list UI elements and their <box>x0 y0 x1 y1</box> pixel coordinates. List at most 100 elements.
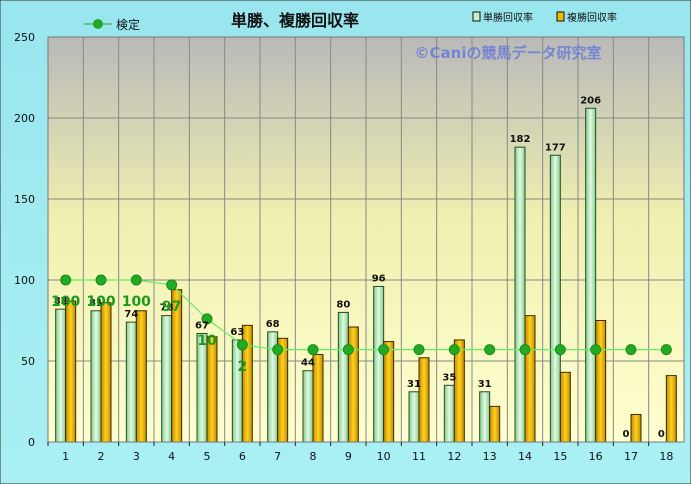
kentei-point <box>378 344 390 356</box>
kentei-point <box>448 344 460 356</box>
kentei-point <box>272 344 284 356</box>
data-label-tansho: 96 <box>372 273 386 284</box>
x-tick-label: 9 <box>345 450 352 463</box>
bar-fukusho <box>489 405 501 443</box>
x-tick-label: 11 <box>412 450 426 463</box>
bar-tansho <box>408 391 420 443</box>
data-label-tansho: 0 <box>658 429 665 440</box>
legend-line-label: 検定 <box>116 17 140 32</box>
x-tick-label: 10 <box>377 450 391 463</box>
bar-tansho <box>231 339 243 443</box>
kentei-point <box>484 344 496 356</box>
y-tick-label: 200 <box>14 112 35 125</box>
kentei-point <box>201 313 213 325</box>
bar-tansho <box>161 315 173 443</box>
data-label-tansho: 78 <box>160 303 174 314</box>
labels-layer: 82 81 74 78 67 63 68 44 80 96 31 35 31 182 177 206 0 0 100… <box>51 95 665 440</box>
bar-fukusho <box>524 315 536 443</box>
data-label-tansho: 177 <box>545 142 566 153</box>
kentei-point <box>660 344 672 356</box>
data-label-tansho: 31 <box>478 379 492 390</box>
x-tick-label: 16 <box>589 450 603 463</box>
bar-tansho <box>125 321 137 443</box>
bar-tansho <box>479 391 491 443</box>
data-label-tansho: 182 <box>510 134 531 145</box>
bar-tansho <box>585 107 597 443</box>
legend-bars: 単勝回収率 複勝回収率 <box>472 11 617 24</box>
x-tick-label: 7 <box>274 450 281 463</box>
data-label-tansho: 206 <box>580 95 601 106</box>
bar-fukusho <box>595 320 607 443</box>
x-tick-label: 2 <box>98 450 105 463</box>
bar-tansho <box>514 146 526 443</box>
kentei-point <box>130 274 142 286</box>
data-label-tansho: 81 <box>89 298 103 309</box>
data-label-tansho: 80 <box>336 299 350 310</box>
legend-tansho-label: 単勝回収率 <box>483 11 533 24</box>
x-tick-label: 18 <box>659 450 673 463</box>
bar-fukusho <box>453 339 465 443</box>
bar-tansho <box>443 384 455 443</box>
kentei-point <box>60 274 72 286</box>
bar-fukusho <box>418 357 430 443</box>
kentei-point <box>95 274 107 286</box>
x-tick-label: 4 <box>168 450 175 463</box>
line-layer <box>60 274 672 356</box>
bar-fukusho <box>135 310 147 443</box>
bar-tansho <box>196 332 208 443</box>
kentei-point <box>236 339 248 351</box>
x-tick-label: 13 <box>483 450 497 463</box>
data-label-kentei: 10 <box>197 333 217 349</box>
watermark-text: ©Caniの競馬データ研究室 <box>415 44 602 62</box>
x-tick-label: 14 <box>518 450 532 463</box>
data-label-kentei: 2 <box>237 359 247 375</box>
kentei-point <box>590 344 602 356</box>
data-label-kentei: 97 <box>162 299 181 315</box>
data-label-kentei: 100 <box>51 294 80 310</box>
bar-fukusho <box>206 336 218 443</box>
bar-tansho <box>373 285 385 443</box>
data-label-tansho: 44 <box>301 358 315 369</box>
kentei-point <box>166 279 178 291</box>
y-tick-label: 150 <box>14 193 35 206</box>
legend-fukusho-label: 複勝回収率 <box>567 11 617 24</box>
bar-tansho <box>302 370 314 443</box>
bar-fukusho <box>665 375 677 443</box>
legend-line: 検定 <box>84 17 140 32</box>
data-label-tansho: 0 <box>623 429 630 440</box>
data-label-tansho: 67 <box>195 320 209 331</box>
data-label-tansho: 82 <box>54 296 68 307</box>
kentei-point <box>625 344 637 356</box>
kentei-point <box>413 344 425 356</box>
data-label-tansho: 63 <box>230 327 244 338</box>
kentei-point <box>519 344 531 356</box>
legend-line-marker <box>93 19 103 29</box>
y-tick-label: 0 <box>28 436 35 449</box>
y-tick-label: 100 <box>14 274 35 287</box>
x-tick-label: 3 <box>133 450 140 463</box>
data-label-tansho: 74 <box>124 309 138 320</box>
data-label-tansho: 35 <box>442 372 456 383</box>
bar-tansho <box>337 311 349 443</box>
x-tick-label: 1 <box>62 450 69 463</box>
chart-title: 単勝、複勝回収率 <box>231 11 359 30</box>
kentei-line <box>65 279 667 351</box>
x-tick-label: 5 <box>204 450 211 463</box>
x-tick-label: 17 <box>624 450 638 463</box>
data-label-kentei: 100 <box>86 294 115 310</box>
bar-tansho <box>55 308 67 443</box>
bar-tansho <box>90 310 102 443</box>
bar-tansho <box>549 154 561 443</box>
bar-fukusho <box>100 302 112 443</box>
legend-fukusho-swatch <box>556 11 565 22</box>
x-tick-label: 15 <box>553 450 567 463</box>
kentei-point <box>307 344 319 356</box>
data-label-tansho: 68 <box>266 319 280 330</box>
kentei-point <box>554 344 566 356</box>
legend-tansho-swatch <box>472 11 481 22</box>
bar-fukusho <box>383 341 395 443</box>
data-label-kentei: 100 <box>122 294 151 310</box>
